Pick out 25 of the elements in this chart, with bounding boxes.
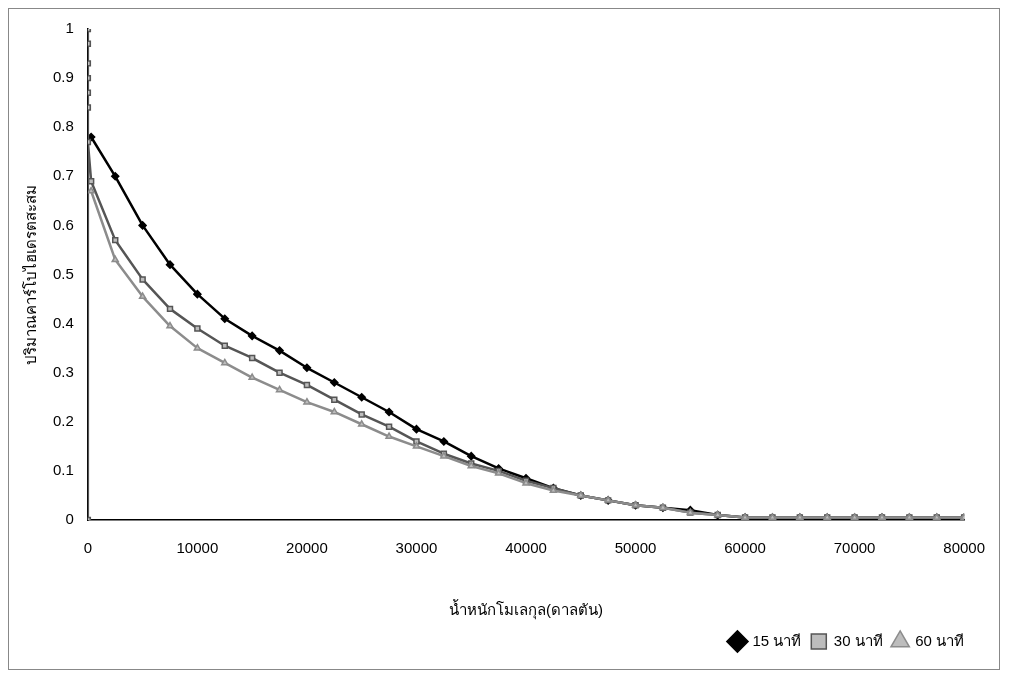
y-tick-label: 1 <box>65 19 74 37</box>
x-tick-label: 80000 <box>943 539 985 557</box>
y-tick-label: 0.2 <box>52 411 74 429</box>
x-tick-label: 50000 <box>614 539 657 557</box>
x-tick-label: 30000 <box>395 539 438 557</box>
y-tick-label: 0.4 <box>52 313 74 331</box>
y-tick-label: 0.7 <box>52 166 74 184</box>
y-tick-label: 0.6 <box>52 215 74 233</box>
y-tick-label: 0 <box>65 510 74 528</box>
y-tick-label: 0.1 <box>52 461 74 479</box>
y-tick-label: 0.5 <box>52 264 74 282</box>
y-tick-label: 0.3 <box>52 362 74 380</box>
legend-label: 15 นาที <box>752 631 802 649</box>
y-tick-label: 0.8 <box>52 117 74 135</box>
x-tick-label: 20000 <box>286 539 328 557</box>
y-axis-title: ปริมาณคาร์โบไฮเดรตสะสม <box>22 184 40 365</box>
x-tick-label: 60000 <box>724 539 766 557</box>
x-tick-label: 70000 <box>833 539 876 557</box>
y-tick-label: 0.9 <box>52 68 74 86</box>
legend-label: 30 นาที <box>833 631 883 649</box>
x-axis-title: น้ำหนักโมเลกุล(ดาลตัน) <box>449 599 603 621</box>
x-tick-label: 10000 <box>176 539 219 557</box>
x-tick-label: 40000 <box>505 539 547 557</box>
legend-label: 60 นาที <box>915 631 965 649</box>
x-tick-label: 0 <box>83 539 93 557</box>
